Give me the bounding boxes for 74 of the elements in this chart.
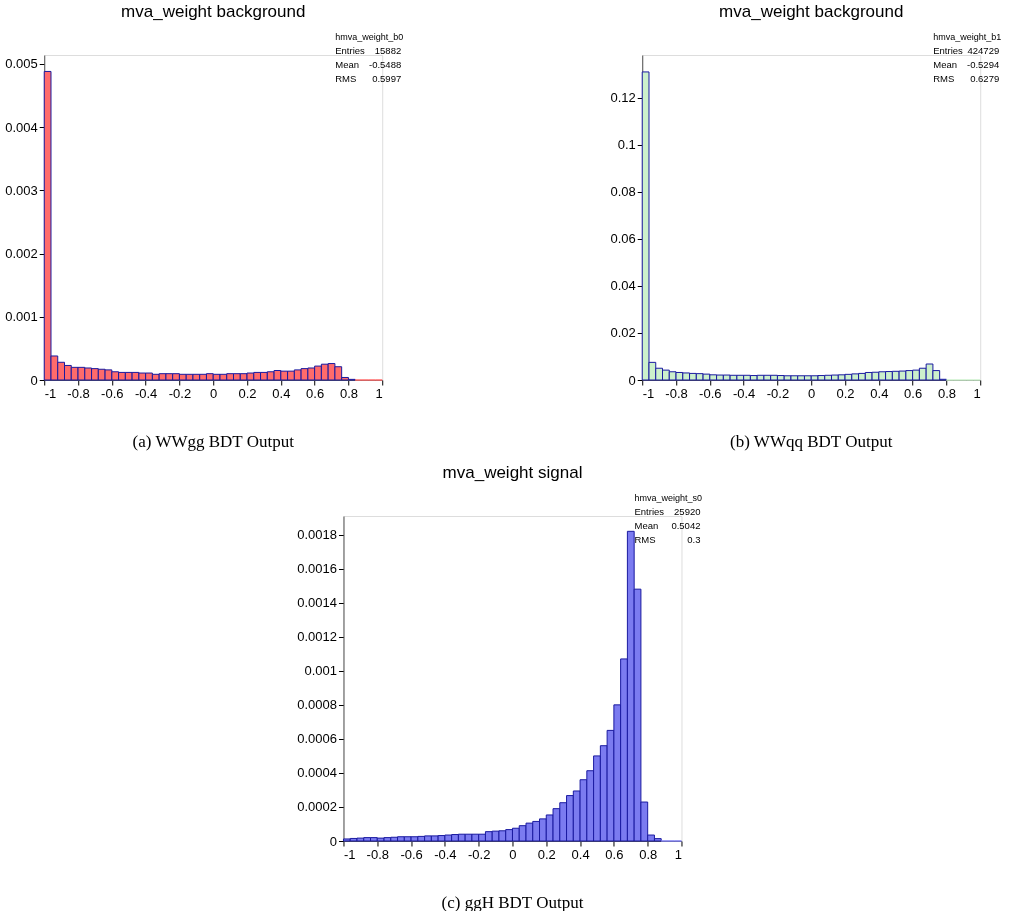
x-tick-label: -0.6 bbox=[699, 385, 722, 401]
text: RMS 0.5997 bbox=[335, 73, 402, 84]
chart-title: mva_weight signal bbox=[442, 463, 583, 482]
x-tick-label: 0.6 bbox=[904, 385, 923, 401]
chart-title: mva_weight background bbox=[719, 2, 904, 21]
y-tick-label: 0 bbox=[329, 833, 337, 849]
y-tick-label: 0.02 bbox=[610, 325, 636, 341]
y-tick-label: 0.0012 bbox=[297, 629, 337, 645]
y-tick-label: 0.0006 bbox=[297, 731, 337, 747]
text: Mean 0.5042 bbox=[634, 520, 701, 531]
chart-title: mva_weight background bbox=[121, 2, 306, 21]
y-tick-label: 0.12 bbox=[610, 90, 636, 106]
y-tick-label: 0.0018 bbox=[297, 527, 337, 543]
x-tick-label: -1 bbox=[642, 385, 655, 401]
x-tick-label: -0.2 bbox=[467, 846, 491, 862]
y-tick-label: 0 bbox=[30, 372, 38, 388]
x-tick-label: 0 bbox=[808, 385, 816, 401]
x-tick-label: 0.4 bbox=[272, 385, 291, 401]
y-tick-label: 0.06 bbox=[610, 231, 636, 247]
x-tick-label: -0.8 bbox=[67, 385, 90, 401]
y-tick-label: 0.002 bbox=[5, 246, 38, 262]
x-tick-label: 1 bbox=[674, 846, 682, 862]
x-tick-label: -0.4 bbox=[134, 385, 158, 401]
x-tick-label: 0.2 bbox=[537, 846, 556, 862]
y-tick-label: 0.0014 bbox=[297, 595, 337, 611]
y-tick-label: 0.005 bbox=[5, 56, 38, 72]
y-tick-label: 0.003 bbox=[5, 182, 38, 198]
x-tick-label: -0.8 bbox=[366, 846, 389, 862]
y-tick-label: 0.04 bbox=[610, 278, 636, 294]
x-tick-label: 0 bbox=[210, 385, 218, 401]
x-tick-label: 0 bbox=[509, 846, 517, 862]
x-tick-label: 0.8 bbox=[937, 385, 956, 401]
y-tick-label: 0.001 bbox=[304, 663, 337, 679]
y-tick-label: 0 bbox=[628, 372, 636, 388]
text: hmva_weight_b0 bbox=[335, 32, 404, 42]
x-tick-label: 1 bbox=[973, 385, 981, 401]
text: (b) WWqq BDT Output bbox=[730, 432, 893, 451]
x-tick-label: -0.4 bbox=[732, 385, 756, 401]
x-tick-label: 0.2 bbox=[238, 385, 257, 401]
x-tick-label: -0.8 bbox=[665, 385, 688, 401]
x-tick-label: -0.2 bbox=[766, 385, 790, 401]
annotation: Mean -0.5294 bbox=[933, 59, 1000, 70]
x-tick-label: 0.6 bbox=[306, 385, 325, 401]
y-tick-label: 0.001 bbox=[5, 309, 38, 325]
x-tick-label: -0.2 bbox=[168, 385, 192, 401]
text: RMS 0.3 bbox=[634, 534, 701, 545]
x-tick-label: -0.6 bbox=[101, 385, 124, 401]
text: (c) ggH BDT Output bbox=[441, 893, 584, 911]
y-tick-label: 0.0016 bbox=[297, 561, 337, 577]
x-tick-label: -0.6 bbox=[400, 846, 423, 862]
annotation: Entries 15882 bbox=[335, 45, 402, 56]
x-tick-label: -1 bbox=[44, 385, 57, 401]
annotation: Mean -0.5488 bbox=[335, 59, 402, 70]
x-tick-label: 0.2 bbox=[836, 385, 855, 401]
x-tick-label: 1 bbox=[375, 385, 383, 401]
text: hmva_weight_b1 bbox=[933, 32, 1002, 42]
text: RMS 0.6279 bbox=[933, 73, 1000, 84]
x-tick-label: 0.4 bbox=[571, 846, 590, 862]
x-tick-label: 0.6 bbox=[605, 846, 624, 862]
y-tick-label: 0.004 bbox=[5, 119, 38, 135]
y-tick-label: 0.0008 bbox=[297, 697, 337, 713]
x-tick-label: -1 bbox=[343, 846, 356, 862]
y-tick-label: 0.08 bbox=[610, 184, 636, 200]
x-tick-label: 0.4 bbox=[870, 385, 889, 401]
annotation: Entries 25920 bbox=[634, 506, 701, 517]
y-tick-label: 0.0004 bbox=[297, 765, 337, 781]
text: hmva_weight_s0 bbox=[634, 493, 703, 503]
text: (a) WWgg BDT Output bbox=[132, 432, 295, 451]
annotation: Entries 424729 bbox=[933, 45, 1000, 56]
y-tick-label: 0.0002 bbox=[297, 799, 337, 815]
y-tick-label: 0.1 bbox=[617, 137, 636, 153]
x-tick-label: 0.8 bbox=[639, 846, 658, 862]
x-tick-label: 0.8 bbox=[339, 385, 358, 401]
x-tick-label: -0.4 bbox=[434, 846, 457, 862]
